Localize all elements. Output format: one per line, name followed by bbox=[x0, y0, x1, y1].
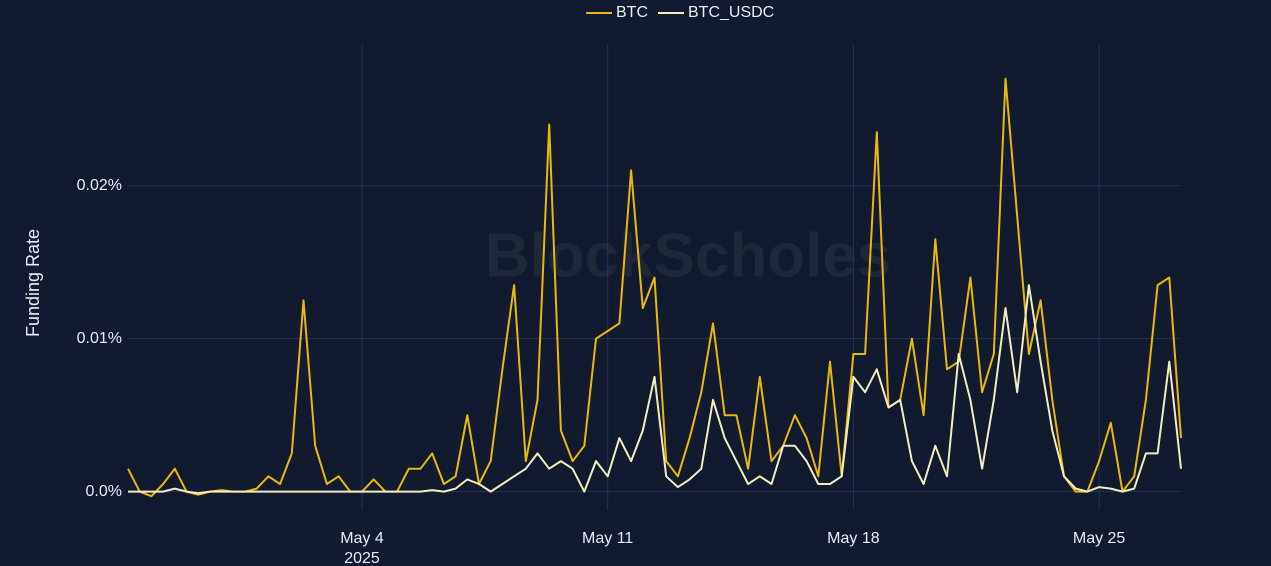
series-line bbox=[128, 284, 1182, 495]
x-tick-label: May 4 bbox=[340, 530, 384, 547]
y-tick-label: 0.0% bbox=[86, 483, 122, 500]
y-axis-title: Funding Rate bbox=[23, 229, 43, 337]
x-tick-label: May 18 bbox=[827, 530, 880, 547]
legend-label: BTC_USDC bbox=[688, 4, 774, 21]
watermark: BlockScholes bbox=[485, 221, 892, 290]
y-tick-label: 0.02% bbox=[77, 177, 122, 194]
x-tick-label: May 11 bbox=[582, 530, 633, 547]
x-tick-label: May 25 bbox=[1073, 530, 1126, 547]
x-year-label: 2025 bbox=[344, 550, 380, 566]
y-tick-label: 0.01% bbox=[77, 330, 122, 347]
series-line bbox=[127, 77, 1182, 498]
legend: BTC BTC_USDC bbox=[586, 4, 774, 21]
legend-label: BTC bbox=[616, 4, 648, 21]
